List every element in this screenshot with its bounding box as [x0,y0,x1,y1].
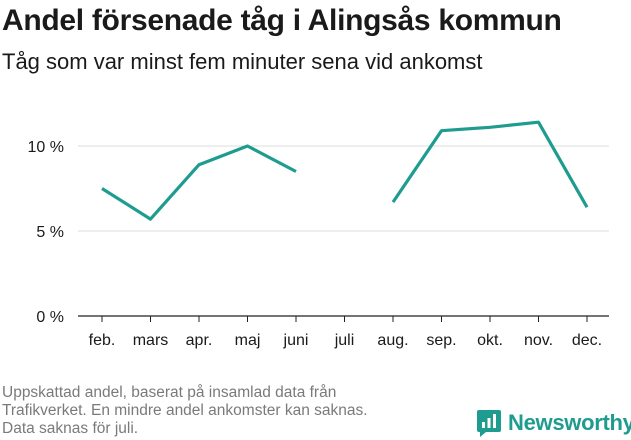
data-point[interactable] [484,121,496,133]
x-tick-label: maj [235,332,261,349]
line-chart: 0 % 5 % 10 % feb. mars apr. maj juni juli aug. se… [28,116,609,349]
data-point[interactable] [96,183,108,195]
data-point[interactable] [242,140,254,152]
footnote-line-2: Trafikverket. En mindre andel ankomster … [2,402,368,419]
y-tick-label: 0 % [36,309,64,326]
series-line-segment-1 [101,144,297,221]
data-point[interactable] [145,213,157,225]
data-point[interactable] [436,125,448,137]
chart-subtitle: Tåg som var minst fem minuter sena vid a… [2,49,483,74]
footnote-line-1: Uppskattad andel, baserat på insamlad da… [2,384,337,401]
x-tick-label: juni [283,332,309,349]
footnote-line-3: Data saknas för juli. [2,420,139,437]
x-tick-label: dec. [572,332,602,349]
grid-layer [78,145,609,317]
x-tick-label: juli [334,332,355,349]
data-point[interactable] [581,201,593,213]
y-tick-label: 10 % [28,139,64,156]
chart-title: Andel försenade tåg i Alingsås kommun [2,4,562,37]
x-tick-label: mars [133,332,169,349]
x-tick-label: aug. [377,332,408,349]
newsworthy-logo-icon [477,410,501,437]
newsworthy-brand[interactable]: Newsworthy [476,406,631,440]
x-axis-ticks: feb. mars apr. maj juni juli aug. sep. okt. nov. d… [89,316,602,349]
brand-name: Newsworthy [508,410,631,435]
data-point[interactable] [387,196,399,208]
x-tick-label: okt. [477,332,503,349]
y-axis-ticks: 0 % 5 % 10 % [28,139,64,326]
x-tick-label: sep. [426,332,456,349]
x-tick-label: apr. [186,332,213,349]
x-tick-label: nov. [524,332,553,349]
data-point[interactable] [533,116,545,128]
data-point[interactable] [290,166,302,178]
data-point[interactable] [193,159,205,171]
x-tick-label: feb. [89,332,116,349]
y-tick-label: 5 % [36,224,64,241]
series-layer [96,116,593,225]
footnote: Uppskattad andel, baserat på insamlad da… [2,384,442,438]
series-line-segment-2 [391,120,589,208]
